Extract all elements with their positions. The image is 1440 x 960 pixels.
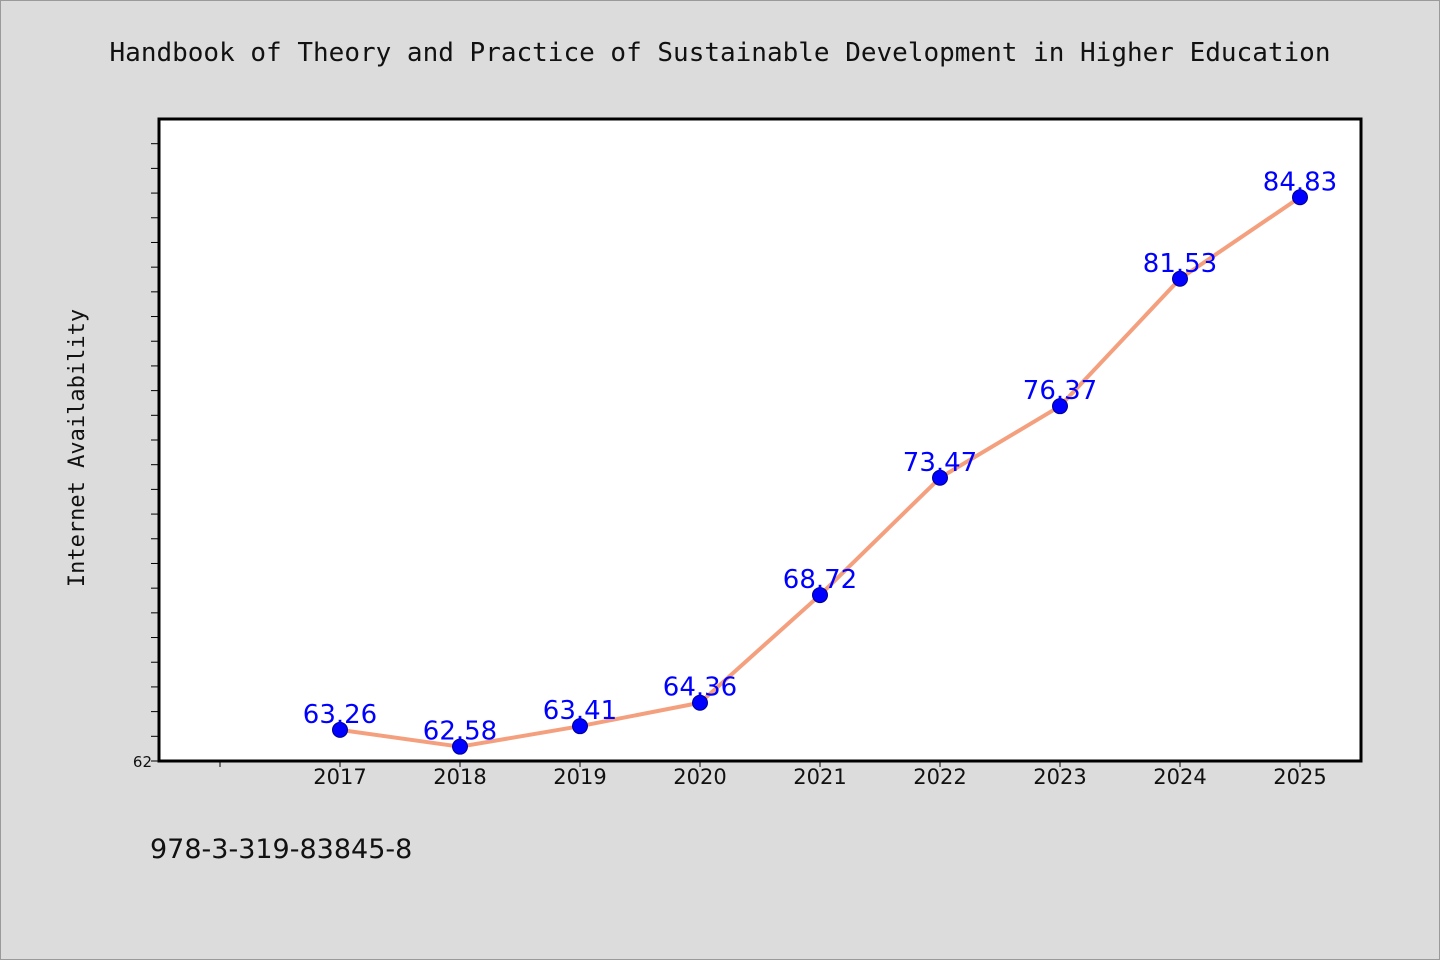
- data-point: [692, 694, 708, 711]
- data-label: 76.37: [1023, 376, 1097, 406]
- x-tick-label: 2018: [433, 765, 486, 789]
- x-tick-label: 2022: [913, 765, 966, 789]
- data-point: [932, 469, 948, 486]
- data-label: 64.36: [663, 673, 737, 703]
- x-tick-label: 2017: [313, 765, 366, 789]
- x-tick-label: 2023: [1033, 765, 1086, 789]
- y-axis-label: Internet Availability: [65, 309, 90, 587]
- y-tick-label: 62: [133, 753, 152, 771]
- data-point: [812, 587, 828, 604]
- x-tick-label: 2019: [553, 765, 606, 789]
- chart-title: Handbook of Theory and Practice of Susta…: [110, 38, 1331, 68]
- data-point: [572, 718, 588, 735]
- data-point: [1052, 398, 1068, 415]
- x-tick-label: 2020: [673, 765, 726, 789]
- data-label: 84.83: [1263, 167, 1337, 197]
- plot-area: [157, 117, 1363, 763]
- data-point: [452, 738, 468, 755]
- data-label: 68.72: [783, 565, 857, 595]
- data-point: [1292, 189, 1308, 206]
- y-axis-ticks: 62: [133, 143, 159, 771]
- x-tick-label: 2024: [1153, 765, 1206, 789]
- x-tick-label: 2025: [1273, 765, 1326, 789]
- x-axis-ticks: 2017 2018 2019 2020 2021 2022 2023 2024 2025: [219, 761, 1327, 789]
- data-label: 63.41: [543, 696, 617, 726]
- data-point: [332, 721, 348, 738]
- data-label: 62.58: [423, 717, 497, 747]
- data-label: 63.26: [303, 700, 377, 730]
- x-tick-label: 2021: [793, 765, 846, 789]
- data-label: 81.53: [1143, 249, 1217, 279]
- isbn-footnote: 978-3-319-83845-8: [150, 834, 413, 865]
- data-point: [1172, 270, 1188, 287]
- series-internet-availability: 63.26 62.58 63.41 64.36 68.72 73.47 76.37 81.53…: [303, 167, 1337, 755]
- data-label: 73.47: [903, 448, 977, 478]
